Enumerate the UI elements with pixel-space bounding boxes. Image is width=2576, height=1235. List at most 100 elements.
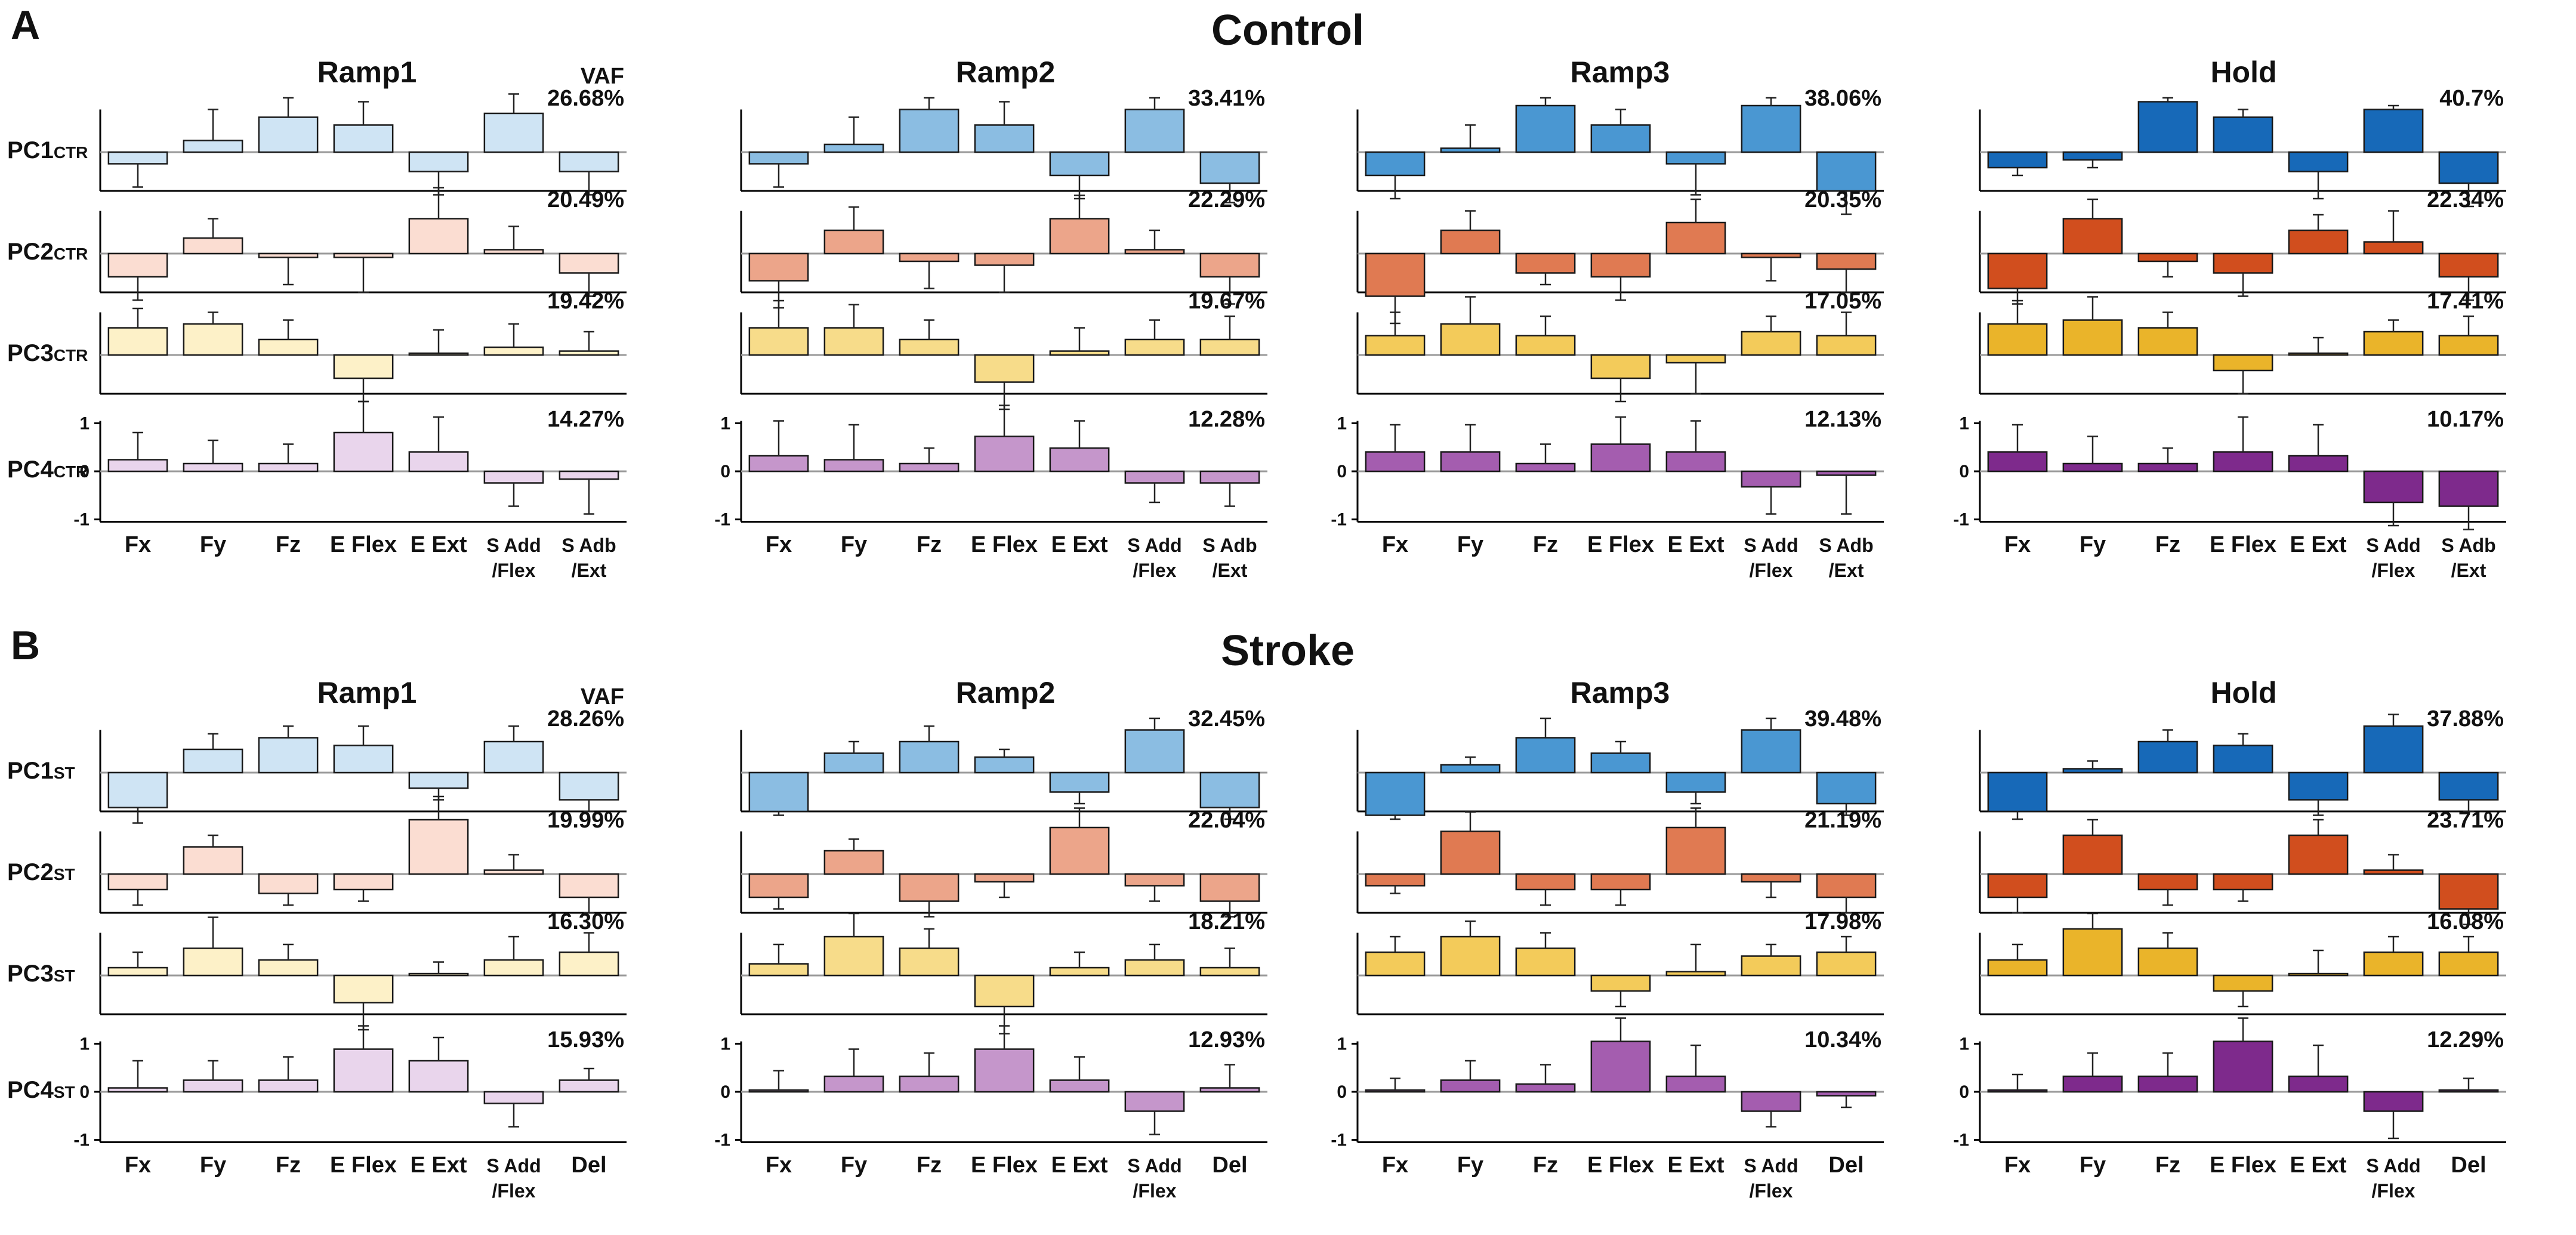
bar xyxy=(258,462,319,473)
bar xyxy=(107,1087,168,1093)
x-category-label: E Ext xyxy=(1667,532,1724,557)
bar xyxy=(2288,771,2349,801)
x-category-label: S Add xyxy=(1744,535,1798,556)
bar xyxy=(1816,151,1877,192)
pc-row-label-suffix: ST xyxy=(54,764,75,782)
bar xyxy=(559,470,619,480)
bar xyxy=(1440,1079,1501,1093)
vaf-label: 20.49% xyxy=(547,187,624,212)
bar xyxy=(333,124,394,153)
vaf-label: 26.68% xyxy=(547,86,624,111)
bar xyxy=(748,1089,809,1093)
x-category-label: Fy xyxy=(2080,1153,2106,1178)
x-category-label: /Flex xyxy=(1133,560,1177,581)
y-tick-label: -1 xyxy=(1953,1131,1969,1150)
vaf-label: 18.21% xyxy=(1188,909,1265,934)
x-category-label: Del xyxy=(2451,1153,2486,1178)
x-category-label: Fy xyxy=(200,1153,226,1178)
x-category-label: E Flex xyxy=(971,1153,1038,1178)
bar xyxy=(974,124,1035,153)
bar xyxy=(1987,959,2048,977)
bar xyxy=(1665,354,1726,364)
bar xyxy=(333,745,394,774)
bar xyxy=(1049,151,1110,177)
x-category-label: Fy xyxy=(2080,532,2106,557)
pc-row-label-main: PC2 xyxy=(7,239,54,265)
condition-title: Hold xyxy=(2210,55,2276,89)
vaf-label: 22.04% xyxy=(1188,808,1265,833)
bar xyxy=(1816,873,1877,899)
bar xyxy=(2438,873,2499,910)
x-category-label: Fx xyxy=(766,532,792,557)
x-category-label: /Ext xyxy=(572,560,607,581)
condition-title: Ramp2 xyxy=(956,55,1056,89)
x-category-label: Fx xyxy=(2004,1153,2031,1178)
vaf-label: 17.41% xyxy=(2427,289,2504,314)
bar xyxy=(823,327,884,356)
bar xyxy=(408,1060,469,1093)
bar xyxy=(107,327,168,356)
bar xyxy=(107,151,168,165)
bar xyxy=(2062,218,2123,255)
x-category-label: S Add xyxy=(2366,535,2420,556)
x-category-label: /Ext xyxy=(1213,560,1248,581)
bar xyxy=(2363,470,2424,504)
bar xyxy=(1440,451,1501,473)
bar xyxy=(333,354,394,379)
bar xyxy=(2438,470,2499,507)
bar xyxy=(1590,873,1651,891)
vaf-label: 28.26% xyxy=(547,706,624,731)
bar xyxy=(258,873,319,894)
bar xyxy=(974,756,1035,774)
bar xyxy=(1199,470,1260,484)
x-category-label: Fz xyxy=(2155,532,2180,557)
bar xyxy=(823,459,884,473)
x-category-label: S Adb xyxy=(2441,535,2495,556)
bar xyxy=(2438,771,2499,801)
pc-row-label-suffix: CTR xyxy=(54,346,88,365)
pc-row-label-main: PC2 xyxy=(7,859,54,885)
condition-title: Ramp2 xyxy=(956,676,1056,709)
bar xyxy=(258,116,319,153)
bar xyxy=(2438,252,2499,278)
bar xyxy=(748,963,809,977)
y-tick-label: 0 xyxy=(1337,1082,1347,1102)
vaf-label: 10.34% xyxy=(1804,1027,1881,1052)
x-category-label: /Ext xyxy=(2451,560,2486,581)
bar xyxy=(2062,1075,2123,1093)
vaf-label: 12.13% xyxy=(1804,407,1881,432)
bar xyxy=(2438,151,2499,184)
bar xyxy=(1199,1087,1260,1093)
pc-row-label: PC1CTR xyxy=(7,137,88,163)
vaf-label: 38.06% xyxy=(1804,86,1881,111)
bar xyxy=(2062,928,2123,977)
bar xyxy=(899,1075,960,1093)
bar xyxy=(183,947,243,977)
bar xyxy=(559,951,619,977)
bar xyxy=(483,112,544,153)
bar xyxy=(1590,124,1651,153)
x-category-label: /Flex xyxy=(2372,1180,2415,1202)
bar xyxy=(559,151,619,172)
bar xyxy=(483,1091,544,1104)
bar xyxy=(1440,830,1501,875)
bar xyxy=(1049,218,1110,255)
bar xyxy=(1365,252,1426,297)
bar xyxy=(1590,1041,1651,1093)
bar xyxy=(258,338,319,356)
bar xyxy=(1816,252,1877,270)
bar xyxy=(107,252,168,278)
x-category-label: Del xyxy=(1828,1153,1864,1178)
vaf-label: 12.93% xyxy=(1188,1027,1265,1052)
bar xyxy=(183,323,243,356)
pc-row-label: PC3ST xyxy=(7,961,75,987)
bar xyxy=(1365,873,1426,887)
bar xyxy=(1741,955,1801,977)
y-tick-label: -1 xyxy=(1331,1131,1347,1150)
bar xyxy=(258,959,319,977)
bar xyxy=(1515,873,1576,891)
bar xyxy=(748,151,809,165)
bar xyxy=(899,462,960,473)
bar xyxy=(1590,252,1651,278)
bar xyxy=(408,819,469,875)
